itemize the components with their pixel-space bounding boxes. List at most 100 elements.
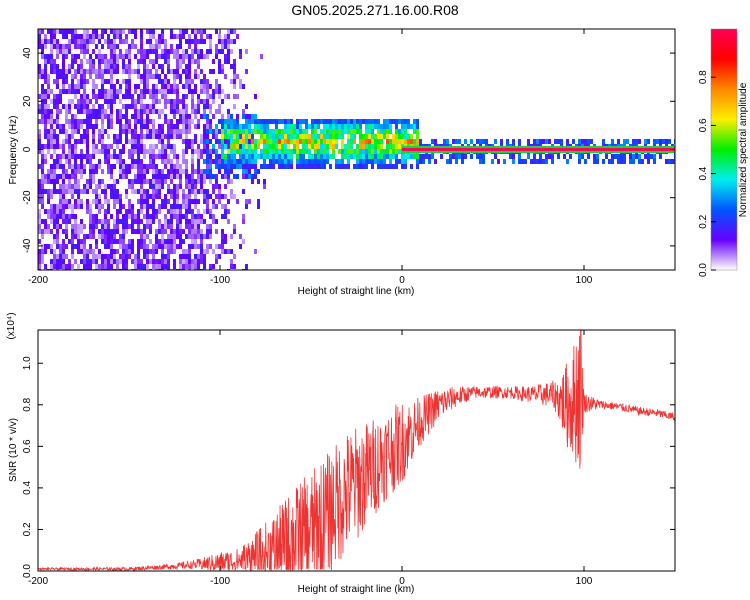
heatmap-cell [170,174,173,179]
heatmap-cell [140,74,143,79]
heatmap-cell [212,184,215,189]
heatmap-cell [272,164,275,169]
heatmap-cell [155,144,158,149]
heatmap-cell [107,199,110,204]
heatmap-cell [65,199,68,204]
heatmap-cell [56,264,59,269]
heatmap-cell [71,99,74,104]
heatmap-cell [593,154,596,159]
heatmap-cell [131,114,134,119]
heatmap-cell [191,49,194,54]
heatmap-cell [218,129,221,134]
heatmap-cell [59,209,62,214]
heatmap-cell [161,249,164,254]
heatmap-cell [137,69,140,74]
heatmap-cell [47,174,50,179]
heatmap-cell [188,59,191,64]
heatmap-cell [47,59,50,64]
heatmap-cell [59,264,62,269]
heatmap-cell [41,94,44,99]
heatmap-cell [173,144,176,149]
heatmap-cell [65,74,68,79]
heatmap-cell [38,229,41,234]
heatmap-cell [74,154,77,159]
heatmap-cell [641,159,644,164]
heatmap-cell [371,164,374,169]
heatmap-cell [146,104,149,109]
heatmap-cell [80,244,83,249]
heatmap-cell [248,129,251,134]
heatmap-cell [149,49,152,54]
heatmap-cell [329,124,332,129]
heatmap-cell [254,154,257,159]
heatmap-cell [131,189,134,194]
heatmap-cell [386,129,389,134]
heatmap-cell [284,144,287,149]
heatmap-cell [50,189,53,194]
heatmap-cell [455,154,458,159]
heatmap-cell [152,249,155,254]
heatmap-cell [77,244,80,249]
heatmap-cell [464,139,467,144]
heatmap-cell [386,164,389,169]
heatmap-cell [92,164,95,169]
heatmap-cell [212,129,215,134]
heatmap-cell [131,144,134,149]
heatmap-cell [335,164,338,169]
heatmap-cell [140,264,143,269]
heatmap-cell [236,159,239,164]
heatmap-cell [122,64,125,69]
heatmap-cell [359,149,362,154]
heatmap-cell [161,39,164,44]
heatmap-cell [71,84,74,89]
heatmap-cell [176,54,179,59]
heatmap-cell [530,159,533,164]
heatmap-cell [137,49,140,54]
heatmap-cell [104,214,107,219]
heatmap-cell [92,64,95,69]
heatmap-cell [371,134,374,139]
heatmap-cell [182,104,185,109]
heatmap-cell [98,199,101,204]
heatmap-cell [185,64,188,69]
heatmap-cell [116,79,119,84]
heatmap-cell [95,169,98,174]
heatmap-cell [332,129,335,134]
heatmap-cell [71,89,74,94]
heatmap-cell [188,174,191,179]
heatmap-cell [80,104,83,109]
heatmap-cell [149,59,152,64]
heatmap-cell [95,29,98,34]
heatmap-cell [401,134,404,139]
heatmap-cell [206,209,209,214]
heatmap-cell [185,104,188,109]
heatmap-cell [299,119,302,124]
heatmap-cell [188,249,191,254]
heatmap-cell [215,244,218,249]
heatmap-cell [401,159,404,164]
heatmap-cell [173,114,176,119]
heatmap-cell [74,244,77,249]
heatmap-cell [278,139,281,144]
heatmap-cell [149,109,152,114]
heatmap-cell [191,29,194,34]
heatmap-cell [230,119,233,124]
heatmap-cell [101,104,104,109]
heatmap-cell [653,139,656,144]
heatmap-cell [62,139,65,144]
heatmap-cell [83,189,86,194]
heatmap-cell [281,139,284,144]
heatmap-cell [185,29,188,34]
heatmap-cell [113,194,116,199]
heatmap-cell [371,119,374,124]
heatmap-cell [206,84,209,89]
heatmap-cell [53,129,56,134]
heatmap-cell [98,249,101,254]
heatmap-cell [92,179,95,184]
heatmap-cell [62,239,65,244]
heatmap-cell [86,119,89,124]
heatmap-cell [215,149,218,154]
heatmap-cell [296,124,299,129]
heatmap-cell [236,129,239,134]
heatmap-cell [356,144,359,149]
